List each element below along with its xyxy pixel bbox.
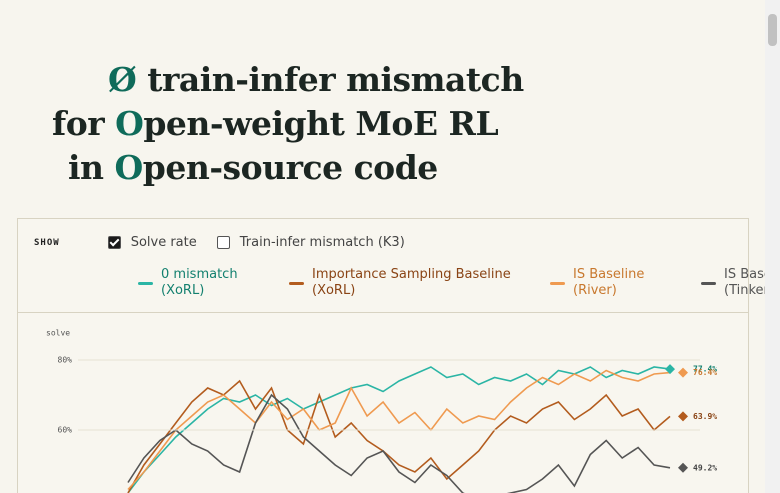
headline-accent: O xyxy=(114,148,144,187)
scrollbar[interactable] xyxy=(765,0,780,493)
end-label: 77.4% xyxy=(693,365,717,374)
end-label: 49.2% xyxy=(693,463,717,472)
y-tick-label: 80% xyxy=(58,356,73,365)
end-marker xyxy=(678,462,688,473)
checkbox[interactable] xyxy=(216,236,230,249)
series-line xyxy=(127,379,671,493)
headline: Ø train-infer mismatch for Open-weight Mo… xyxy=(0,58,524,190)
divider xyxy=(18,312,748,313)
y-tick-label: 60% xyxy=(58,426,73,435)
end-label: 76.4% xyxy=(693,368,717,377)
end-marker xyxy=(678,411,688,422)
series-line xyxy=(127,393,671,493)
headline-accent: Ø xyxy=(108,60,137,99)
legend-label: 0 mismatch (XoRL) xyxy=(161,267,238,298)
chart-panel: SHOW Solve rate Train-infer mismatch (K3)… xyxy=(17,218,780,493)
series-line xyxy=(127,366,671,493)
series-line xyxy=(127,369,671,491)
end-marker xyxy=(678,367,688,378)
checkbox[interactable] xyxy=(107,236,121,249)
option-label: Train-infer mismatch (K3) xyxy=(239,235,405,250)
legend-label: Importance Sampling Baseline (XoRL) xyxy=(312,267,511,298)
legend-swatch xyxy=(550,281,565,285)
end-marker xyxy=(665,364,675,375)
controls: SHOW Solve rate Train-infer mismatch (K3) xyxy=(34,235,425,250)
legend-swatch xyxy=(289,281,304,285)
headline-text: train-infer mismatch xyxy=(136,60,524,99)
toggle-option[interactable]: Train-infer mismatch (K3) xyxy=(216,235,405,250)
headline-line: Ø train-infer mismatch xyxy=(0,58,524,102)
scroll-thumb[interactable] xyxy=(768,14,777,46)
legend-swatch xyxy=(138,281,153,285)
legend-item[interactable]: Importance Sampling Baseline (XoRL) xyxy=(289,267,522,299)
option-label: Solve rate xyxy=(130,235,197,250)
headline-text: pen-weight MoE RL xyxy=(143,104,499,143)
headline-text: for xyxy=(52,104,116,143)
y-axis-label: solve xyxy=(46,329,70,338)
toggle-option[interactable]: Solve rate xyxy=(107,235,197,250)
headline-line: in Open-source code xyxy=(0,146,524,190)
headline-accent: O xyxy=(115,104,144,143)
legend-item[interactable]: 0 mismatch (XoRL) xyxy=(138,267,261,299)
legend-swatch xyxy=(701,281,716,285)
show-label: SHOW xyxy=(34,237,60,248)
legend: 0 mismatch (XoRL) Importance Sampling Bas… xyxy=(138,267,780,299)
headline-text: in xyxy=(68,148,115,187)
headline-line: for Open-weight MoE RL xyxy=(0,102,524,146)
legend-item[interactable]: IS Baseline (River) xyxy=(550,267,673,299)
headline-text: pen-source code xyxy=(142,148,438,187)
end-label: 63.9% xyxy=(693,412,717,421)
legend-label: IS Baseline (River) xyxy=(573,267,645,298)
